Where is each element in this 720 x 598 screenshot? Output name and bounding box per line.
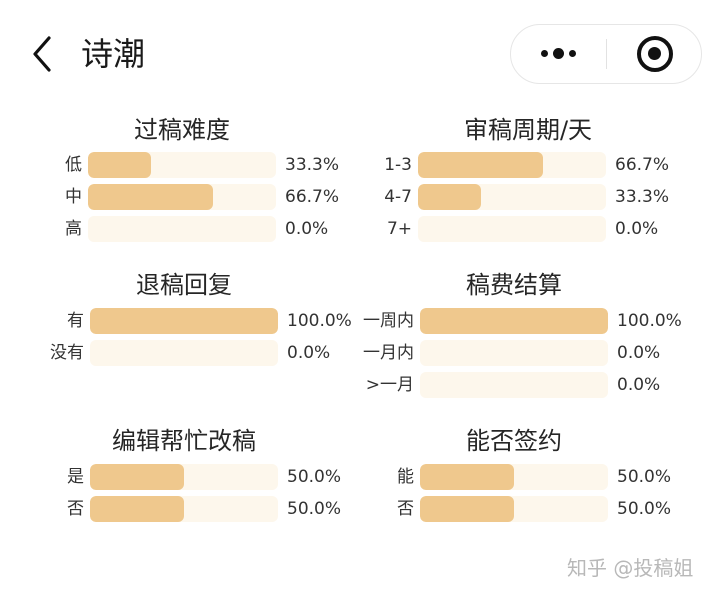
stat-row: 有 100.0% <box>0 307 360 335</box>
stat-row: >一月 0.0% <box>350 371 720 399</box>
stat-row: 一周内 100.0% <box>350 307 720 335</box>
bar-track <box>418 184 606 210</box>
row-percent: 0.0% <box>617 343 661 363</box>
section-title-editor-help: 编辑帮忙改稿 <box>112 427 256 455</box>
section-title-payment: 稿费结算 <box>466 271 562 299</box>
bar-fill <box>90 464 184 490</box>
stat-row: 否 50.0% <box>0 495 360 523</box>
row-percent: 33.3% <box>285 155 340 175</box>
stat-row: 高 0.0% <box>0 215 360 243</box>
bar-fill <box>90 496 184 522</box>
stat-row: 1-3 66.7% <box>350 151 720 179</box>
bar-fill <box>418 184 481 210</box>
row-percent: 0.0% <box>285 219 329 239</box>
bar-track <box>90 308 278 334</box>
row-label: 一周内 <box>363 311 414 331</box>
section-title-contract: 能否签约 <box>466 427 562 455</box>
bar-fill <box>88 184 214 210</box>
row-label: 高 <box>65 219 82 239</box>
bar-fill <box>88 152 151 178</box>
bar-track <box>88 152 276 178</box>
row-percent: 66.7% <box>285 187 340 207</box>
row-percent: 100.0% <box>617 311 682 331</box>
row-percent: 50.0% <box>617 499 672 519</box>
section-title-review-period: 审稿周期/天 <box>463 116 593 144</box>
row-label: 有 <box>67 311 84 331</box>
mini-program-capsule <box>510 24 702 84</box>
bar-fill <box>90 308 278 334</box>
row-percent: 50.0% <box>617 467 672 487</box>
section-title-difficulty: 过稿难度 <box>134 116 230 144</box>
watermark: 知乎 @投稿姐 <box>567 556 694 580</box>
stat-row: 低 33.3% <box>0 151 360 179</box>
section-title-rejection-reply: 退稿回复 <box>136 271 232 299</box>
bar-track <box>90 496 278 522</box>
row-percent: 100.0% <box>287 311 352 331</box>
row-label: 4-7 <box>384 187 412 207</box>
page-title: 诗潮 <box>81 35 146 73</box>
bar-track <box>90 464 278 490</box>
row-label: >一月 <box>365 375 414 395</box>
bar-track <box>88 184 276 210</box>
bar-track <box>420 308 608 334</box>
stat-row: 4-7 33.3% <box>350 183 720 211</box>
target-close-icon <box>636 35 673 72</box>
stat-row: 7+ 0.0% <box>350 215 720 243</box>
row-label: 低 <box>65 155 82 175</box>
row-percent: 0.0% <box>617 375 661 395</box>
bar-fill <box>420 464 514 490</box>
bar-track <box>420 372 608 398</box>
row-label: 是 <box>67 467 84 487</box>
row-label: 1-3 <box>384 155 412 175</box>
row-percent: 0.0% <box>615 219 659 239</box>
row-label: 7+ <box>386 219 412 239</box>
bar-fill <box>420 308 608 334</box>
row-label: 没有 <box>50 343 84 363</box>
close-button[interactable] <box>607 25 702 82</box>
row-percent: 50.0% <box>287 467 342 487</box>
stat-row: 是 50.0% <box>0 463 360 491</box>
more-button[interactable] <box>511 25 606 82</box>
stat-row: 一月内 0.0% <box>350 339 720 367</box>
bar-track <box>90 340 278 366</box>
stat-row: 能 50.0% <box>350 463 720 491</box>
capsule-divider <box>606 39 607 69</box>
back-button[interactable] <box>22 34 62 74</box>
bar-track <box>418 216 606 242</box>
bar-fill <box>418 152 544 178</box>
more-dots-icon <box>541 48 576 59</box>
bar-track <box>420 496 608 522</box>
bar-fill <box>420 496 514 522</box>
row-label: 能 <box>397 467 414 487</box>
stat-row: 没有 0.0% <box>0 339 360 367</box>
row-label: 一月内 <box>363 343 414 363</box>
row-percent: 66.7% <box>615 155 670 175</box>
chevron-left-icon <box>33 36 51 72</box>
bar-track <box>420 340 608 366</box>
stat-row: 否 50.0% <box>350 495 720 523</box>
row-percent: 50.0% <box>287 499 342 519</box>
row-label: 否 <box>397 499 414 519</box>
stat-row: 中 66.7% <box>0 183 360 211</box>
row-percent: 33.3% <box>615 187 670 207</box>
row-percent: 0.0% <box>287 343 331 363</box>
bar-track <box>88 216 276 242</box>
nav-header: 诗潮 <box>0 0 720 110</box>
row-label: 中 <box>65 187 82 207</box>
bar-track <box>420 464 608 490</box>
row-label: 否 <box>67 499 84 519</box>
bar-track <box>418 152 606 178</box>
